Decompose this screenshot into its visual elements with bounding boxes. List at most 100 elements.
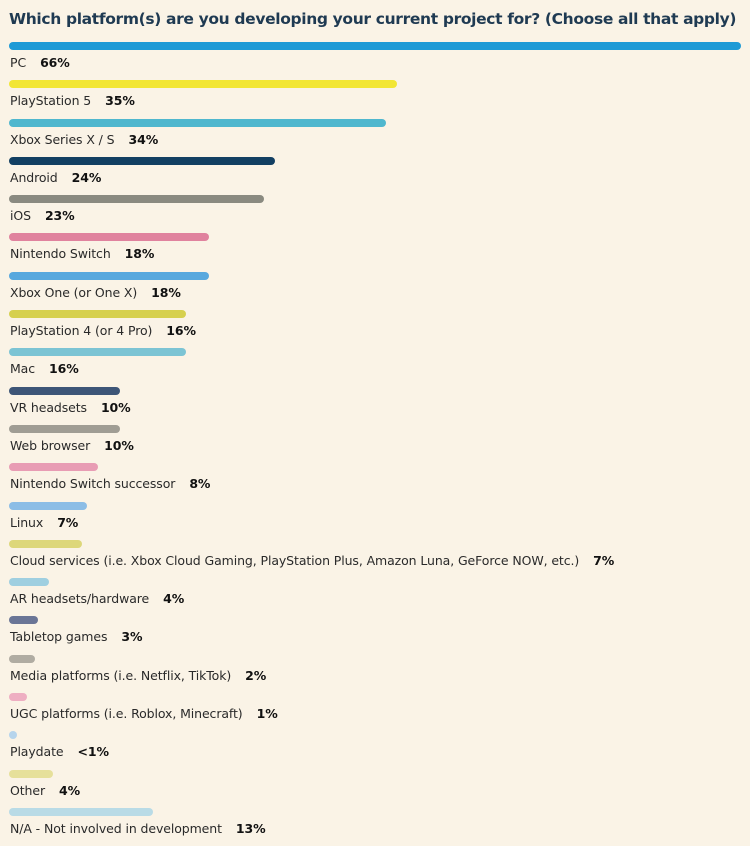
- bar-label-line: PlayStation 5 35%: [10, 93, 135, 108]
- bar-row: Web browser 10%: [9, 424, 744, 463]
- bar-row: PlayStation 4 (or 4 Pro) 16%: [9, 310, 744, 348]
- bar: [9, 195, 265, 204]
- bar-label-line: iOS 23%: [10, 208, 75, 223]
- bar-label-line: Android 24%: [10, 170, 101, 185]
- bar-row: N/A - Not involved in development 13%: [9, 807, 744, 846]
- bar-label-line: Other 4%: [10, 783, 80, 798]
- bar: [9, 424, 120, 433]
- category-label: UGC platforms (i.e. Roblox, Minecraft): [10, 706, 243, 722]
- value-label: 16%: [49, 361, 79, 377]
- bar-label-line: VR headsets 10%: [10, 400, 131, 415]
- category-label: Media platforms (i.e. Netflix, TikTok): [10, 667, 232, 683]
- bar-row: AR headsets/hardware 4%: [9, 578, 744, 616]
- category-label: Nintendo Switch successor: [10, 476, 176, 492]
- value-label: 13%: [235, 820, 266, 836]
- value-label: 24%: [71, 169, 102, 185]
- value-label: 4%: [163, 591, 185, 607]
- bar-label-line: PlayStation 4 (or 4 Pro) 16%: [10, 323, 196, 338]
- value-label: <1%: [77, 744, 109, 760]
- bar-label-line: Playdate <1%: [10, 744, 109, 759]
- value-label: 4%: [59, 782, 81, 798]
- bar-label-line: AR headsets/hardware 4%: [10, 591, 184, 606]
- bar-label-line: Media platforms (i.e. Netflix, TikTok) 2%: [10, 668, 266, 683]
- bar: [9, 80, 398, 89]
- bar-row: UGC platforms (i.e. Roblox, Minecraft) 1%: [9, 693, 744, 731]
- value-label: 7%: [57, 514, 79, 530]
- bar: [9, 578, 49, 587]
- category-label: Tabletop games: [10, 629, 108, 645]
- category-label: PlayStation 5: [10, 93, 92, 109]
- category-label: iOS: [10, 208, 31, 224]
- bar-label-line: Cloud services (i.e. Xbox Cloud Gaming, …: [10, 553, 614, 568]
- bar: [9, 807, 154, 816]
- value-label: 66%: [40, 55, 70, 70]
- bar-label-line: Mac 16%: [10, 361, 79, 376]
- bar-row: VR headsets 10%: [9, 386, 744, 425]
- bar: [9, 501, 87, 510]
- category-label: Nintendo Switch: [10, 246, 111, 262]
- bar-row: Mac 16%: [9, 348, 744, 386]
- bar: [9, 654, 35, 663]
- category-label: VR headsets: [10, 399, 87, 415]
- chart-title: Which platform(s) are you developing you…: [9, 10, 737, 28]
- bar: [9, 616, 38, 625]
- bar-label-line: Xbox Series X / S 34%: [10, 132, 158, 147]
- category-label: N/A - Not involved in development: [10, 820, 222, 836]
- category-label: Web browser: [10, 437, 91, 453]
- value-label: 3%: [121, 629, 143, 645]
- bar-list: PC 66% PlayStation 5 35% Xbox Series X / S 34…: [9, 42, 744, 846]
- category-label: Other: [10, 782, 45, 798]
- bar-row: PC 66%: [9, 42, 744, 80]
- bar-label-line: Xbox One (or One X) 18%: [10, 285, 181, 300]
- bar: [9, 271, 209, 280]
- bar-row: Tabletop games 3%: [9, 616, 744, 654]
- bar-label-line: UGC platforms (i.e. Roblox, Minecraft) 1%: [10, 706, 278, 721]
- bar: [9, 731, 17, 740]
- bar: [9, 769, 54, 778]
- bar-label-line: PC 66%: [10, 55, 70, 70]
- bar: [9, 348, 187, 357]
- bar-label-line: N/A - Not involved in development 13%: [10, 821, 266, 836]
- bar-label-line: Nintendo Switch successor 8%: [10, 476, 210, 491]
- bar-label-line: Tabletop games 3%: [10, 629, 142, 644]
- bar-row: Android 24%: [9, 156, 744, 195]
- bar: [9, 386, 120, 395]
- value-label: 23%: [44, 208, 75, 224]
- category-label: PlayStation 4 (or 4 Pro): [10, 323, 153, 339]
- bar-label-line: Nintendo Switch 18%: [10, 246, 154, 261]
- bar-row: Cloud services (i.e. Xbox Cloud Gaming, …: [9, 539, 744, 578]
- value-label: 18%: [151, 284, 181, 300]
- category-label: Android: [10, 169, 58, 185]
- value-label: 35%: [105, 93, 135, 109]
- bar-row: Xbox One (or One X) 18%: [9, 271, 744, 310]
- category-label: PC: [10, 55, 27, 70]
- bar: [9, 693, 27, 702]
- value-label: 34%: [128, 131, 159, 147]
- bar: [9, 233, 209, 242]
- value-label: 16%: [166, 323, 196, 339]
- value-label: 1%: [256, 706, 278, 722]
- category-label: Playdate: [10, 744, 64, 760]
- bar-row: Linux 7%: [9, 501, 744, 540]
- bar: [9, 539, 83, 548]
- value-label: 7%: [593, 552, 615, 568]
- bar-label-line: Linux 7%: [10, 515, 78, 530]
- category-label: Mac: [10, 361, 36, 377]
- value-label: 8%: [189, 476, 211, 492]
- bar-row: Nintendo Switch successor 8%: [9, 463, 744, 501]
- category-label: AR headsets/hardware: [10, 591, 150, 607]
- bar-row: PlayStation 5 35%: [9, 80, 744, 118]
- category-label: Cloud services (i.e. Xbox Cloud Gaming, …: [10, 552, 580, 568]
- bar-row: Playdate <1%: [9, 731, 744, 769]
- value-label: 10%: [100, 399, 131, 415]
- category-label: Xbox One (or One X): [10, 284, 138, 300]
- bar-row: Xbox Series X / S 34%: [9, 118, 744, 157]
- category-label: Xbox Series X / S: [10, 131, 115, 147]
- bar: [9, 156, 276, 165]
- bar-row: Nintendo Switch 18%: [9, 233, 744, 271]
- value-label: 18%: [124, 246, 155, 262]
- category-label: Linux: [10, 514, 44, 530]
- bar: [9, 310, 187, 319]
- bar-label-line: Web browser 10%: [10, 438, 134, 453]
- bar: [9, 118, 387, 127]
